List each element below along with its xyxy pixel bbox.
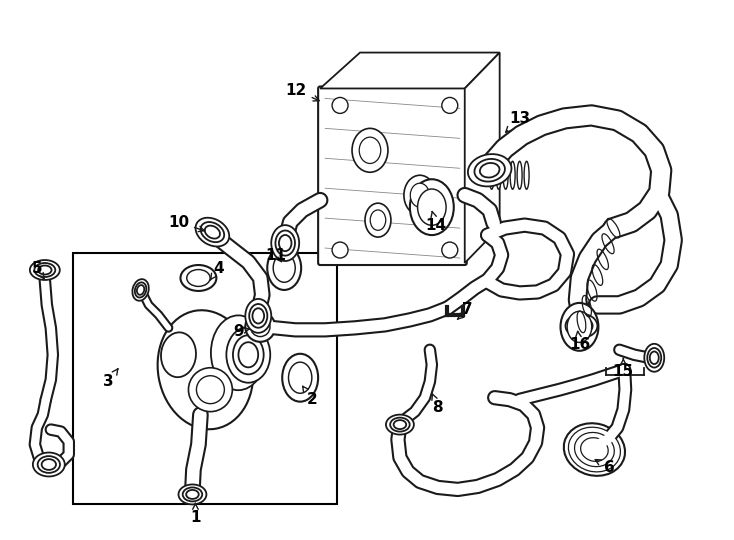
Ellipse shape (567, 311, 592, 342)
Ellipse shape (132, 279, 149, 301)
Text: 6: 6 (595, 460, 615, 475)
FancyBboxPatch shape (318, 86, 467, 265)
Ellipse shape (195, 218, 229, 246)
Ellipse shape (468, 154, 512, 186)
Ellipse shape (33, 453, 65, 476)
Text: 13: 13 (506, 111, 530, 132)
Ellipse shape (474, 159, 505, 181)
Ellipse shape (30, 260, 59, 280)
Ellipse shape (418, 189, 446, 225)
Ellipse shape (568, 427, 620, 472)
Text: 12: 12 (286, 83, 319, 101)
Text: 11: 11 (266, 247, 287, 262)
Ellipse shape (38, 266, 51, 274)
Ellipse shape (503, 161, 508, 189)
Ellipse shape (245, 299, 272, 333)
Text: 7: 7 (457, 302, 473, 319)
Ellipse shape (352, 129, 388, 172)
Text: 14: 14 (425, 212, 446, 233)
Ellipse shape (178, 484, 206, 504)
Ellipse shape (250, 304, 267, 328)
Bar (73, 253, 337, 504)
Ellipse shape (359, 137, 381, 164)
Ellipse shape (183, 488, 203, 502)
Ellipse shape (489, 161, 494, 189)
Circle shape (332, 242, 348, 258)
Ellipse shape (34, 263, 55, 277)
Ellipse shape (135, 282, 146, 298)
Ellipse shape (404, 176, 436, 215)
Circle shape (189, 368, 233, 411)
Ellipse shape (279, 235, 291, 251)
Text: 10: 10 (168, 214, 204, 232)
Ellipse shape (644, 344, 664, 372)
Ellipse shape (233, 335, 264, 374)
Polygon shape (320, 52, 500, 89)
Ellipse shape (570, 318, 592, 334)
Ellipse shape (410, 179, 454, 235)
Ellipse shape (386, 415, 414, 435)
Circle shape (442, 97, 458, 113)
Ellipse shape (226, 327, 270, 383)
Ellipse shape (137, 285, 145, 295)
Ellipse shape (181, 265, 217, 291)
Ellipse shape (200, 222, 224, 242)
Text: 5: 5 (32, 260, 44, 279)
Circle shape (197, 376, 225, 404)
Circle shape (442, 242, 458, 258)
Ellipse shape (282, 354, 318, 402)
Text: 8: 8 (432, 394, 443, 415)
Circle shape (332, 97, 348, 113)
Ellipse shape (496, 161, 501, 189)
Ellipse shape (410, 183, 429, 207)
Text: 1: 1 (190, 504, 200, 525)
Ellipse shape (186, 490, 199, 499)
Text: 4: 4 (210, 260, 224, 281)
Ellipse shape (275, 231, 295, 255)
Ellipse shape (564, 423, 625, 476)
Ellipse shape (252, 308, 264, 323)
Ellipse shape (37, 456, 60, 473)
Ellipse shape (510, 161, 515, 189)
Text: 15: 15 (613, 359, 634, 379)
Ellipse shape (574, 320, 589, 331)
Text: 3: 3 (103, 369, 118, 389)
Ellipse shape (273, 254, 295, 282)
Ellipse shape (561, 303, 598, 351)
Text: 2: 2 (302, 386, 318, 407)
Ellipse shape (650, 352, 658, 364)
Ellipse shape (267, 246, 301, 290)
Polygon shape (465, 52, 500, 263)
Ellipse shape (365, 203, 391, 237)
Ellipse shape (581, 438, 608, 461)
Ellipse shape (370, 210, 386, 230)
Ellipse shape (480, 163, 500, 178)
Ellipse shape (517, 161, 522, 189)
Ellipse shape (161, 333, 196, 377)
Ellipse shape (288, 362, 312, 393)
Ellipse shape (239, 342, 258, 367)
Ellipse shape (42, 459, 56, 470)
Ellipse shape (390, 417, 410, 431)
Ellipse shape (575, 433, 614, 467)
Ellipse shape (565, 314, 597, 338)
Ellipse shape (524, 161, 529, 189)
Ellipse shape (647, 348, 661, 368)
Ellipse shape (250, 317, 270, 336)
Text: 16: 16 (569, 331, 590, 352)
Ellipse shape (186, 269, 210, 286)
Ellipse shape (158, 310, 253, 429)
Ellipse shape (245, 312, 275, 342)
Text: 9: 9 (233, 325, 250, 339)
Ellipse shape (205, 226, 220, 239)
Ellipse shape (211, 315, 266, 390)
Ellipse shape (393, 420, 406, 429)
Ellipse shape (272, 225, 299, 261)
